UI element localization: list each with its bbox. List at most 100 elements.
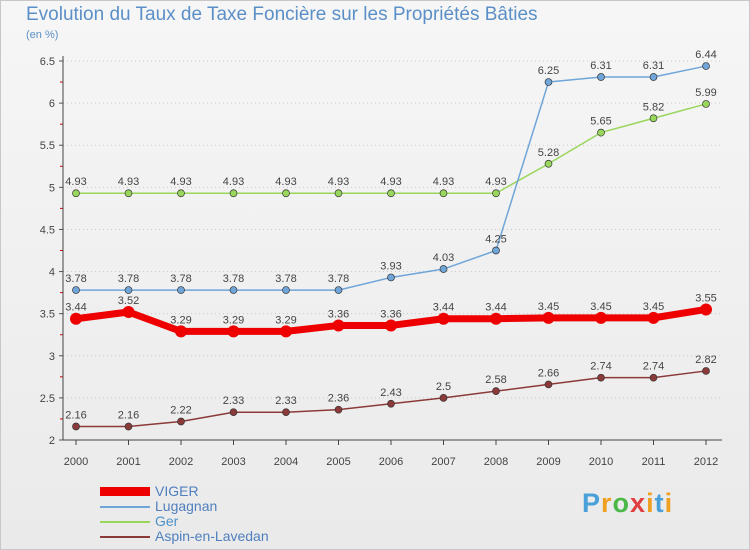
- y-tick-label: 6.5: [40, 56, 55, 68]
- data-label: 3.78: [65, 273, 86, 285]
- data-label: 3.93: [380, 260, 401, 272]
- logo-letter: x: [630, 488, 647, 518]
- data-point: [387, 399, 395, 408]
- y-tick-label: 2.5: [40, 393, 55, 405]
- data-label: 3.29: [170, 314, 191, 326]
- data-point: [177, 286, 185, 294]
- data-label: 3.29: [223, 314, 244, 326]
- data-point: [229, 408, 238, 417]
- data-point: [280, 325, 292, 338]
- data-point: [544, 78, 553, 86]
- data-point: [175, 325, 187, 338]
- x-tick-label: 2001: [116, 456, 140, 468]
- data-label: 6.25: [538, 65, 559, 77]
- data-point: [334, 189, 343, 198]
- data-label: 2.33: [223, 395, 244, 407]
- data-label: 4.93: [380, 176, 401, 188]
- data-label: 4.93: [65, 176, 86, 188]
- data-point: [544, 159, 553, 168]
- data-label: 5.28: [538, 147, 559, 159]
- data-label: 3.55: [695, 292, 716, 304]
- data-point: [387, 189, 395, 198]
- data-point: [72, 422, 80, 431]
- data-label: 3.52: [118, 295, 139, 307]
- x-tick-label: 2000: [64, 456, 88, 468]
- data-label: 4.93: [118, 176, 139, 188]
- data-point: [229, 189, 238, 198]
- data-label: 4.93: [485, 176, 506, 188]
- data-label: 2.22: [170, 404, 191, 416]
- data-point: [702, 367, 710, 375]
- data-point: [702, 62, 710, 70]
- data-label: 3.78: [328, 273, 349, 285]
- data-label: 3.36: [380, 308, 401, 320]
- data-point: [332, 319, 345, 332]
- legend-swatch: [100, 536, 150, 538]
- data-point: [439, 394, 448, 402]
- y-tick-label: 2: [49, 435, 55, 447]
- data-point: [282, 408, 290, 417]
- x-tick-label: 2010: [589, 456, 613, 468]
- x-tick-label: 2005: [326, 456, 350, 468]
- x-tick-label: 2008: [484, 456, 508, 468]
- data-label: 4.93: [223, 176, 244, 188]
- data-label: 3.45: [643, 301, 664, 313]
- x-tick-label: 2006: [379, 456, 403, 468]
- x-tick-label: 2009: [536, 456, 560, 468]
- y-tick-label: 4.5: [40, 224, 55, 236]
- y-tick-label: 5: [49, 182, 55, 194]
- y-tick-label: 5.5: [40, 140, 55, 152]
- legend-swatch: [100, 521, 150, 523]
- data-point: [597, 73, 605, 81]
- data-label: 3.78: [170, 273, 191, 285]
- y-tick-label: 3: [49, 351, 55, 363]
- data-point: [124, 422, 133, 431]
- data-point: [647, 311, 660, 324]
- data-point: [437, 312, 450, 325]
- data-point: [439, 265, 448, 273]
- data-point: [492, 189, 500, 198]
- data-label: 4.93: [170, 176, 191, 188]
- legend-swatch: [100, 506, 150, 508]
- data-label: 4.03: [433, 252, 454, 264]
- data-point: [334, 405, 343, 414]
- logo-letter: i: [664, 488, 674, 518]
- data-point: [282, 189, 290, 198]
- data-label: 2.43: [380, 387, 401, 399]
- data-point: [700, 303, 712, 316]
- y-tick-label: 3.5: [40, 309, 55, 321]
- data-label: 2.74: [643, 361, 664, 373]
- proxiti-logo: Proxiti: [582, 488, 673, 519]
- data-label: 6.31: [590, 60, 611, 72]
- logo-letter: P: [582, 488, 602, 518]
- data-point: [334, 286, 343, 294]
- data-point: [649, 73, 658, 81]
- x-tick-label: 2003: [221, 456, 245, 468]
- chart-title: Evolution du Taux de Taxe Foncière sur l…: [26, 4, 538, 25]
- logo-letter: i: [646, 488, 655, 518]
- data-label: 3.78: [275, 273, 296, 285]
- data-label: 3.44: [433, 302, 454, 314]
- x-tick-label: 2011: [642, 456, 666, 468]
- data-point: [439, 189, 448, 198]
- data-point: [649, 114, 658, 123]
- data-label: 3.45: [538, 301, 559, 313]
- logo-letter: t: [654, 488, 665, 518]
- data-label: 4.25: [485, 234, 506, 246]
- data-label: 2.16: [65, 410, 86, 422]
- data-label: 2.36: [328, 393, 349, 405]
- legend-label: Ger: [155, 513, 179, 529]
- data-label: 2.33: [275, 395, 296, 407]
- data-point: [492, 387, 500, 396]
- data-point: [542, 311, 555, 324]
- data-point: [492, 246, 500, 255]
- data-point: [649, 373, 658, 382]
- data-label: 2.66: [538, 367, 559, 379]
- data-point: [177, 417, 185, 426]
- data-point: [597, 128, 605, 137]
- data-label: 6.31: [643, 60, 664, 72]
- data-label: 5.82: [643, 101, 664, 113]
- data-point: [597, 373, 605, 382]
